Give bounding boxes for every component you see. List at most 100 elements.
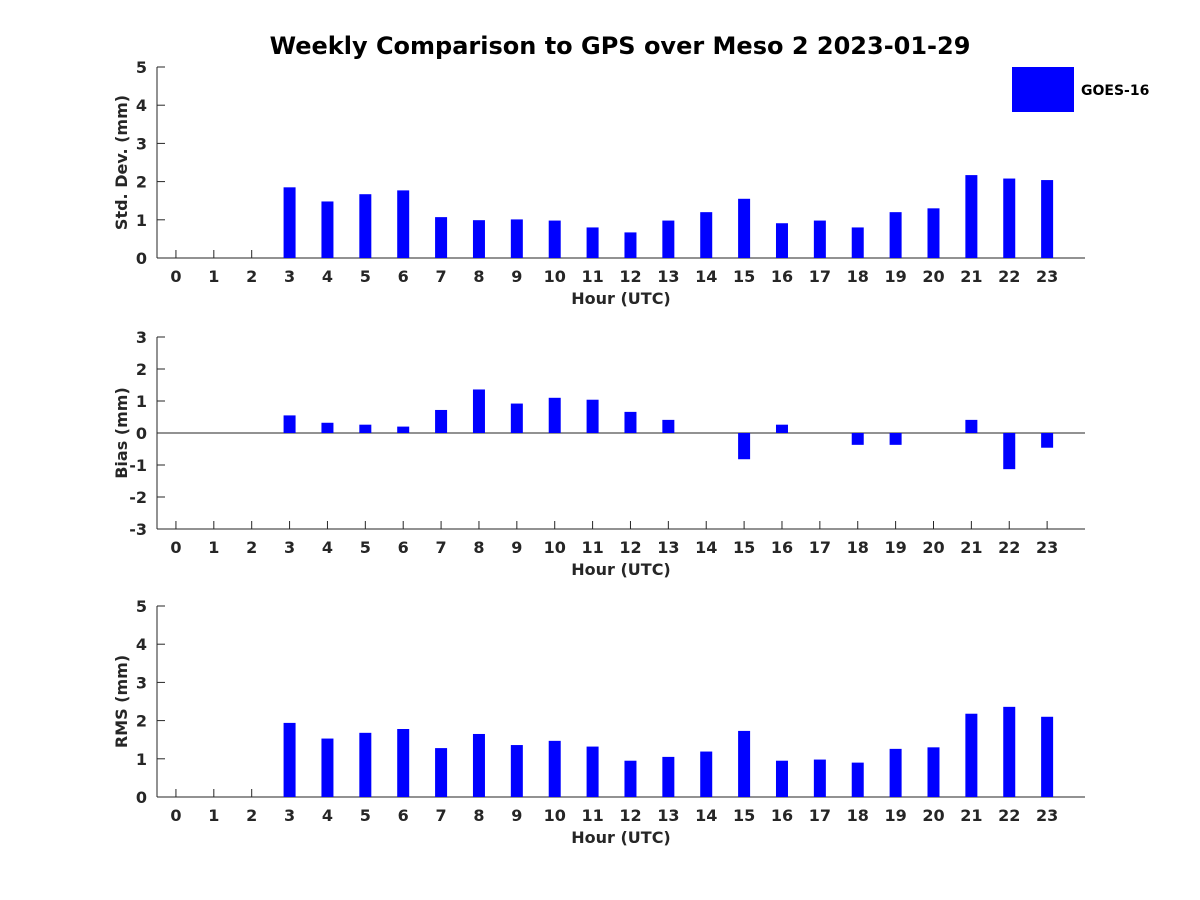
x-axis-label: Hour (UTC) [571, 828, 671, 847]
x-tick-label: 9 [511, 806, 522, 825]
bar-std-23 [1041, 180, 1054, 258]
x-tick-label: 11 [581, 267, 603, 286]
x-tick-label: 0 [170, 267, 181, 286]
bar-std-3 [283, 187, 296, 258]
x-tick-label: 8 [473, 267, 484, 286]
x-tick-label: 22 [998, 538, 1020, 557]
bar-std-15 [738, 198, 751, 258]
bar-bias-7 [435, 409, 448, 433]
x-tick-label: 20 [922, 267, 944, 286]
bar-rms-9 [510, 745, 523, 797]
y-tick-label: 3 [136, 328, 147, 347]
bar-std-22 [1003, 178, 1016, 258]
x-tick-label: 10 [544, 806, 566, 825]
x-tick-label: 18 [847, 538, 869, 557]
x-tick-label: 8 [473, 806, 484, 825]
bar-rms-7 [435, 748, 448, 797]
bar-rms-10 [548, 740, 561, 797]
x-tick-label: 2 [246, 538, 257, 557]
x-tick-label: 21 [960, 806, 982, 825]
x-tick-label: 2 [246, 806, 257, 825]
x-tick-label: 1 [208, 538, 219, 557]
bar-std-5 [359, 194, 372, 258]
x-tick-label: 8 [473, 538, 484, 557]
y-tick-label: 0 [136, 424, 147, 443]
bar-rms-18 [851, 762, 864, 797]
x-tick-label: 4 [322, 267, 333, 286]
bar-std-8 [472, 220, 485, 258]
bar-bias-9 [510, 403, 523, 433]
bar-bias-4 [321, 422, 334, 433]
x-tick-label: 2 [246, 267, 257, 286]
bar-std-12 [624, 232, 637, 258]
bar-rms-5 [359, 732, 372, 797]
bar-std-6 [397, 190, 410, 258]
x-tick-label: 4 [322, 806, 333, 825]
bar-std-19 [889, 212, 902, 258]
y-tick-label: -3 [129, 520, 147, 539]
bar-bias-11 [586, 399, 599, 433]
y-axis-label: Bias (mm) [112, 387, 131, 479]
x-tick-label: 12 [619, 267, 641, 286]
x-tick-label: 21 [960, 267, 982, 286]
x-tick-label: 6 [398, 267, 409, 286]
x-tick-label: 7 [436, 267, 447, 286]
y-tick-label: 2 [136, 173, 147, 192]
x-tick-label: 16 [771, 806, 793, 825]
y-tick-label: 5 [136, 597, 147, 616]
x-tick-label: 21 [960, 538, 982, 557]
bar-std-17 [813, 220, 826, 258]
x-tick-label: 17 [809, 806, 831, 825]
bar-bias-21 [965, 419, 978, 433]
x-tick-label: 13 [657, 538, 679, 557]
x-tick-label: 11 [581, 538, 603, 557]
x-tick-label: 23 [1036, 267, 1058, 286]
bar-std-9 [510, 219, 523, 258]
x-tick-label: 6 [398, 538, 409, 557]
x-tick-label: 9 [511, 267, 522, 286]
bar-rms-4 [321, 738, 334, 797]
y-tick-label: -1 [129, 456, 147, 475]
y-tick-label: 2 [136, 360, 147, 379]
chart-title: Weekly Comparison to GPS over Meso 2 202… [270, 32, 971, 60]
bar-bias-8 [472, 389, 485, 433]
x-tick-label: 23 [1036, 538, 1058, 557]
x-tick-label: 16 [771, 267, 793, 286]
bar-std-14 [700, 212, 713, 258]
legend-swatch [1012, 67, 1074, 112]
x-tick-label: 20 [922, 538, 944, 557]
bar-std-4 [321, 201, 334, 258]
bar-bias-19 [889, 433, 902, 445]
y-tick-label: 1 [136, 750, 147, 769]
bar-bias-6 [397, 426, 410, 433]
y-tick-label: 1 [136, 211, 147, 230]
x-tick-label: 14 [695, 806, 717, 825]
bar-std-10 [548, 220, 561, 258]
bar-std-13 [662, 220, 675, 258]
bar-bias-10 [548, 397, 561, 433]
x-tick-label: 10 [544, 267, 566, 286]
x-tick-label: 16 [771, 538, 793, 557]
y-tick-label: 0 [136, 249, 147, 268]
y-tick-label: 5 [136, 58, 147, 77]
bar-std-11 [586, 227, 599, 258]
bar-rms-14 [700, 751, 713, 797]
x-tick-label: 5 [360, 806, 371, 825]
x-tick-label: 5 [360, 538, 371, 557]
x-tick-label: 18 [847, 267, 869, 286]
bar-rms-21 [965, 713, 978, 797]
y-tick-label: 4 [136, 635, 147, 654]
x-tick-label: 23 [1036, 806, 1058, 825]
bar-rms-12 [624, 760, 637, 797]
x-tick-label: 0 [170, 806, 181, 825]
x-tick-label: 4 [322, 538, 333, 557]
bar-std-18 [851, 227, 864, 258]
bar-bias-22 [1003, 433, 1016, 470]
x-tick-label: 22 [998, 267, 1020, 286]
x-tick-label: 11 [581, 806, 603, 825]
